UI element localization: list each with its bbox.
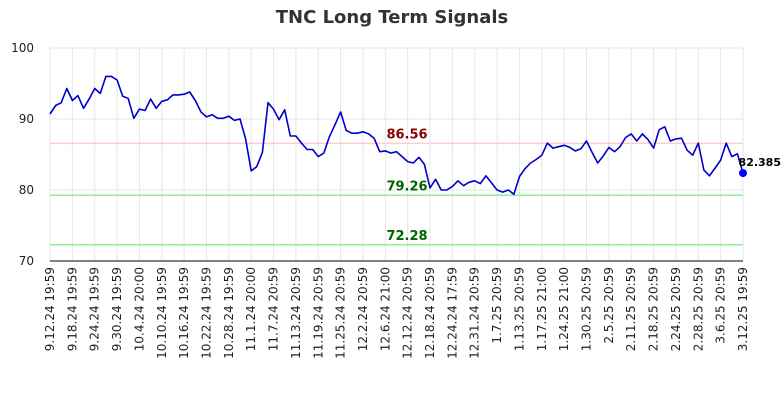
x-tick-label: 11.1.24 20:00 — [244, 267, 258, 351]
reference-line-label: 72.28 — [386, 229, 427, 244]
series-line — [49, 75, 744, 196]
x-tick-label: 2.11.25 20:59 — [624, 267, 638, 351]
reference-line-label: 79.26 — [386, 179, 427, 194]
x-tick-label: 1.13.25 20:59 — [512, 267, 526, 351]
x-tick-label: 12.6.24 21:00 — [378, 267, 392, 351]
x-tick-label: 12.31.24 20:59 — [468, 267, 482, 359]
x-tick-label: 10.22.24 19:59 — [199, 267, 213, 359]
x-tick-label: 12.12.24 20:59 — [401, 267, 415, 359]
x-tick-label: 10.4.24 20:00 — [132, 267, 146, 351]
y-tick-label: 100 — [11, 41, 34, 55]
x-tick-label: 9.30.24 19:59 — [110, 267, 124, 351]
x-tick-label: 10.16.24 19:59 — [177, 267, 191, 359]
x-tick-label: 1.17.25 21:00 — [535, 267, 549, 351]
x-tick-label: 10.10.24 19:59 — [155, 267, 169, 359]
x-tick-label: 2.5.25 20:59 — [602, 267, 616, 344]
x-tick-label: 2.28.25 20:59 — [691, 267, 705, 351]
y-tick-label: 80 — [19, 183, 34, 197]
x-tick-label: 3.12.25 19:59 — [736, 267, 750, 351]
x-tick-label: 9.18.24 19:59 — [65, 267, 79, 351]
x-tick-label: 10.28.24 19:59 — [222, 267, 236, 359]
x-tick-label: 11.19.24 20:59 — [311, 267, 325, 359]
y-tick-label: 70 — [19, 254, 34, 268]
chart-title: TNC Long Term Signals — [275, 7, 509, 28]
x-tick-label: 11.25.24 20:59 — [334, 267, 348, 359]
x-tick-label: 11.13.24 20:59 — [289, 267, 303, 359]
reference-line-label: 86.56 — [386, 127, 427, 142]
x-tick-label: 12.18.24 20:59 — [423, 267, 437, 359]
x-tick-label: 2.24.25 20:59 — [669, 267, 683, 351]
x-tick-label: 9.12.24 19:59 — [43, 267, 57, 351]
last-point-marker — [739, 169, 747, 178]
x-tick-label: 2.18.25 20:59 — [647, 267, 661, 351]
x-tick-label: 1.7.25 20:59 — [490, 267, 504, 344]
x-tick-label: 12.24.24 17:59 — [445, 267, 459, 359]
x-tick-label: 1.24.25 21:00 — [557, 267, 571, 351]
y-tick-label: 90 — [19, 112, 34, 126]
x-tick-label: 3.6.25 20:59 — [714, 267, 728, 344]
x-tick-label: 9.24.24 19:59 — [88, 267, 102, 351]
last-point-label: 82.385 — [739, 156, 781, 169]
x-tick-label: 11.7.24 20:59 — [267, 267, 281, 351]
x-tick-label: 1.30.25 20:59 — [580, 267, 594, 351]
x-tick-label: 12.2.24 20:59 — [356, 267, 370, 351]
